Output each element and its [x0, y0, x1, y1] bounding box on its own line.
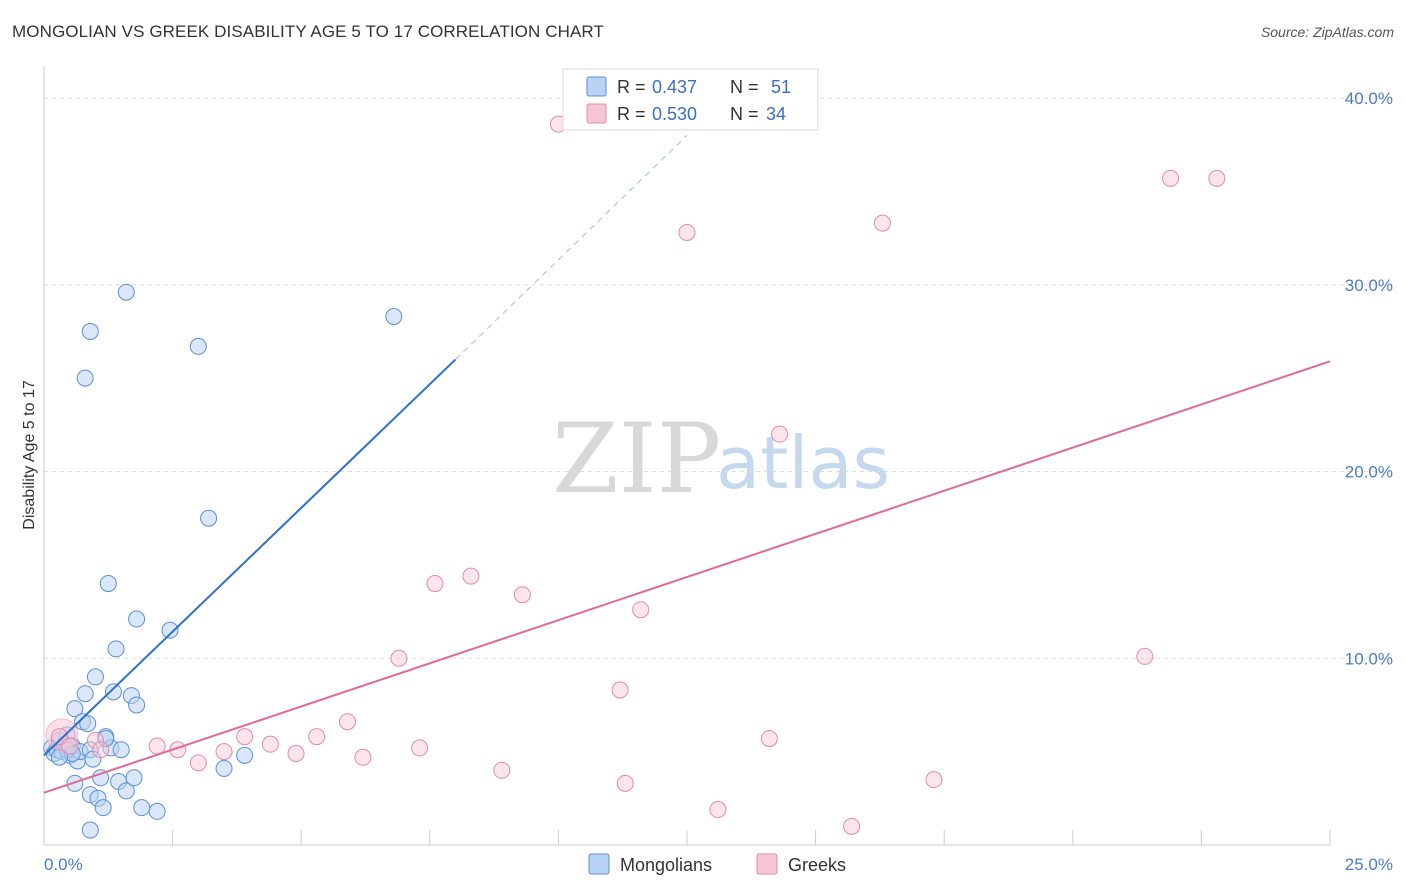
greeks-point	[616, 774, 634, 792]
mongolians-trend-extension	[455, 135, 688, 360]
mongolians-point	[94, 799, 112, 817]
greeks-legend-swatch	[586, 103, 607, 124]
greeks-point	[86, 731, 104, 749]
mongolians-point	[92, 769, 110, 787]
mongolians-point	[236, 746, 254, 764]
x-tick-labels: 0.0% 25.0%	[44, 855, 1393, 874]
chart-source: Source: ZipAtlas.com	[1260, 24, 1394, 40]
greeks-point	[261, 735, 279, 753]
greeks-point	[61, 737, 79, 755]
mongolians-point	[81, 322, 99, 340]
y-tick-label: 40.0%	[1345, 89, 1393, 108]
greeks-point	[390, 649, 408, 667]
greeks-point	[771, 425, 789, 443]
mongolians-point	[128, 696, 146, 714]
correlation-legend: R = 0.437 N = 51 R = 0.530 N = 34	[562, 68, 819, 131]
greeks-points	[45, 115, 1226, 835]
greeks-point	[462, 567, 480, 585]
y-tick-label: 10.0%	[1345, 649, 1393, 668]
y-tick-label: 30.0%	[1345, 276, 1393, 295]
mongolians-point	[99, 575, 117, 593]
greeks-r-value: 0.530	[652, 104, 697, 124]
mongolians-point	[76, 685, 94, 703]
mongolians-point	[97, 730, 115, 748]
mongolians-point	[86, 668, 104, 686]
mongolians-point	[125, 769, 143, 787]
greeks-point	[92, 741, 110, 759]
x-tick-label: 0.0%	[44, 855, 83, 874]
greeks-point	[308, 728, 326, 746]
mongolians-point	[81, 821, 99, 839]
greeks-point	[426, 575, 444, 593]
series-legend: Mongolians Greeks	[588, 853, 846, 875]
greeks-point	[925, 771, 943, 789]
y-tick-labels: 10.0% 20.0% 30.0% 40.0%	[1345, 89, 1393, 668]
greeks-point	[678, 223, 696, 241]
mongolians-point	[104, 683, 122, 701]
greeks-point	[1162, 169, 1180, 187]
greeks-point	[287, 744, 305, 762]
x-tick-label: 25.0%	[1345, 855, 1393, 874]
mongolians-point	[76, 369, 94, 387]
greeks-point	[873, 214, 891, 232]
mongolians-point	[117, 782, 135, 800]
greeks-point	[215, 743, 233, 761]
mongolians-point	[66, 700, 84, 718]
mongolians-r-label: R =	[617, 77, 646, 97]
mongolians-point	[148, 802, 166, 820]
mongolians-point	[112, 741, 130, 759]
mongolians-legend-swatch	[586, 76, 607, 97]
mongolians-trend-line	[43, 358, 457, 757]
greeks-point	[189, 754, 207, 772]
mongolians-point	[117, 283, 135, 301]
greeks-n-label: N =	[730, 104, 759, 124]
mongolians-point	[107, 640, 125, 658]
trend-lines	[43, 135, 1331, 794]
greeks-point	[493, 761, 511, 779]
greeks-r-label: R =	[617, 104, 646, 124]
grid-lines	[44, 97, 1392, 659]
axes	[43, 66, 1331, 846]
greeks-point	[760, 730, 778, 748]
y-axis-label: Disability Age 5 to 17	[21, 380, 38, 530]
watermark-atlas: atlas	[716, 421, 890, 505]
mongolians-point	[133, 799, 151, 817]
greeks-point	[354, 748, 372, 766]
mongolians-series-swatch	[588, 853, 610, 875]
mongolians-r-value: 0.437	[652, 77, 697, 97]
greeks-point	[632, 601, 650, 619]
greeks-point	[1136, 647, 1154, 665]
greeks-point	[709, 801, 727, 819]
watermark-zip: ZIP	[552, 403, 721, 515]
mongolians-series-label: Mongolians	[620, 855, 712, 875]
greeks-series-swatch	[756, 853, 778, 875]
mongolians-point	[385, 308, 403, 326]
y-tick-label: 20.0%	[1345, 463, 1393, 482]
greeks-series-label: Greeks	[788, 855, 846, 875]
mongolians-point	[200, 509, 218, 527]
mongolians-point	[215, 759, 233, 777]
mongolians-point	[128, 610, 146, 628]
greeks-trend-line	[43, 360, 1331, 794]
mongolians-point	[161, 621, 179, 639]
greeks-point	[148, 737, 166, 755]
greeks-point	[513, 586, 531, 604]
greeks-point	[411, 739, 429, 757]
greeks-point	[236, 728, 254, 746]
mongolians-point	[79, 715, 97, 733]
greeks-n-value: 34	[766, 104, 786, 124]
mongolians-n-label: N =	[730, 77, 759, 97]
greeks-point	[338, 713, 356, 731]
mongolians-n-value: 51	[771, 77, 791, 97]
chart-title: MONGOLIAN VS GREEK DISABILITY AGE 5 TO 1…	[12, 22, 604, 41]
mongolians-point	[189, 337, 207, 355]
greeks-point	[611, 681, 629, 699]
greeks-point	[843, 817, 861, 835]
greeks-point	[1208, 169, 1226, 187]
